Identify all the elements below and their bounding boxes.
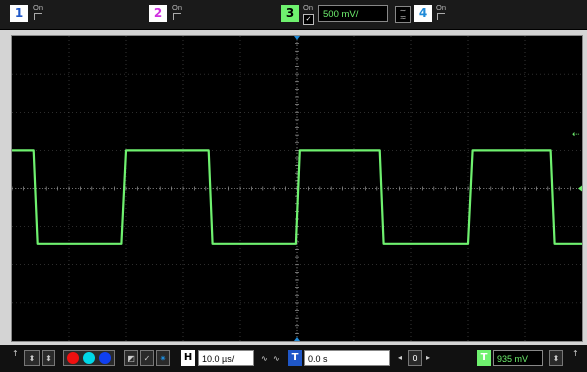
nav-right-icon[interactable]: ▸	[426, 353, 431, 362]
vertical-spinner-2[interactable]: ⬍	[42, 350, 55, 366]
coupling-icon[interactable]: ∼ ≂	[395, 6, 411, 23]
trigger-time-marker	[294, 36, 300, 40]
channel-3-state: On	[303, 3, 314, 12]
channel-4-state: On	[436, 3, 447, 12]
channel-bar: 1 On 2 On 3 On ✓ 500 mV/ ∼ ≂ 4 On	[0, 0, 587, 30]
brightness-icon[interactable]: ✷	[156, 350, 170, 366]
channel-1-state: On	[33, 3, 44, 12]
wave-icon[interactable]: ∿	[273, 354, 280, 363]
trigger-time-marker-bottom	[294, 337, 300, 341]
horizontal-scale-field[interactable]: 10.0 µs/	[198, 350, 254, 366]
channel-2-state: On	[172, 3, 183, 12]
channel-4-toggle-icon[interactable]	[437, 13, 445, 20]
red-channel-icon[interactable]	[67, 352, 79, 364]
nav-left-icon[interactable]: ◂	[398, 353, 403, 362]
waveform-trace	[12, 149, 582, 245]
channel-2-button[interactable]: 2	[149, 5, 167, 22]
nav-zero-button[interactable]: 0	[408, 350, 422, 366]
waveform-grid[interactable]: ⇠	[11, 35, 583, 342]
cyan-channel-icon[interactable]	[83, 352, 95, 364]
trigger-time-label: T	[288, 350, 302, 366]
measure-tool-icon[interactable]: ✓	[140, 350, 154, 366]
trigger-level-marker: ⇠	[572, 130, 580, 140]
trigger-level-label: T	[477, 350, 491, 366]
control-bar: ↑ ⬍ ⬍ ◩ ✓ ✷ H 10.0 µs/ ∿ ∿ T 0.0 s ◂ 0 ▸…	[0, 345, 587, 372]
scroll-up-icon-right[interactable]: ↑	[572, 349, 579, 358]
zoom-icon[interactable]: ∿	[261, 354, 268, 363]
channel-1-button[interactable]: 1	[10, 5, 28, 22]
trigger-level-spinner[interactable]: ⬍	[549, 350, 563, 366]
channel-3-scale-field[interactable]: 500 mV/	[318, 5, 388, 22]
waveform-plot: ⇠	[12, 36, 582, 341]
channel-3-button[interactable]: 3	[281, 5, 299, 22]
channel-offset-marker	[578, 185, 582, 192]
channel-2-toggle-icon[interactable]	[173, 13, 181, 20]
vertical-spinner[interactable]: ⬍	[24, 350, 40, 366]
scroll-up-icon[interactable]: ↑	[12, 349, 19, 358]
channel-1-toggle-icon[interactable]	[34, 13, 42, 20]
horizontal-label: H	[181, 350, 195, 366]
channel-4-button[interactable]: 4	[414, 5, 432, 22]
trigger-time-field[interactable]: 0.0 s	[304, 350, 390, 366]
cursor-tool-icon[interactable]: ◩	[124, 350, 138, 366]
trigger-level-field[interactable]: 935 mV	[493, 350, 543, 366]
blue-channel-icon[interactable]	[99, 352, 111, 364]
channel-3-checkbox[interactable]: ✓	[303, 14, 314, 25]
